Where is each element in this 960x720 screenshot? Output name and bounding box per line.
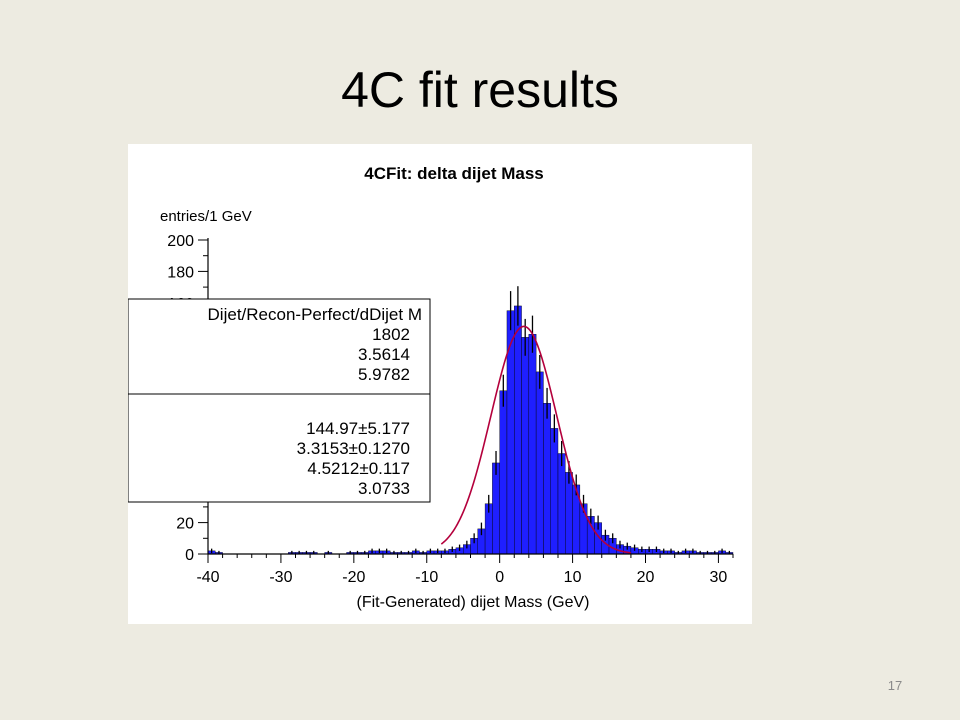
stats-box: Dijet/Recon-Perfect/dDijet M18023.56145.…	[128, 298, 431, 503]
stats-box-frame	[128, 298, 431, 503]
y-tick-label: 200	[167, 233, 194, 250]
histogram-figure: 4CFit: delta dijet Mass entries/1 GeV (F…	[128, 144, 752, 624]
histogram-bar	[543, 403, 551, 555]
stats-value: 1802	[372, 325, 410, 344]
histogram-bar	[492, 462, 500, 555]
plot-area	[207, 286, 734, 555]
x-tick-label: -20	[342, 569, 365, 586]
histogram-bar	[499, 390, 508, 555]
histogram-bar	[557, 453, 566, 555]
histogram-bar	[535, 371, 544, 555]
fit-parameter: 4.5212±0.117	[307, 459, 410, 478]
histogram-bar	[528, 333, 537, 555]
histogram-bar	[506, 310, 515, 555]
y-tick-label: 20	[176, 516, 194, 533]
stats-value: 5.9782	[358, 365, 410, 384]
page-number: 17	[887, 678, 903, 693]
x-tick-label: 30	[710, 569, 728, 586]
fit-parameter: 144.97±5.177	[306, 419, 410, 438]
stats-value: 3.5614	[358, 345, 410, 364]
x-tick-label: 0	[495, 569, 504, 586]
x-tick-label: 20	[637, 569, 655, 586]
stats-box-name: Dijet/Recon-Perfect/dDijet M	[208, 305, 422, 324]
chart-title: 4CFit: delta dijet Mass	[364, 164, 543, 183]
fit-parameter: 3.3153±0.1270	[297, 439, 410, 458]
fit-curve	[440, 325, 632, 554]
y-axis-label: entries/1 GeV	[160, 208, 252, 225]
histogram-chart: 4CFit: delta dijet Mass entries/1 GeV (F…	[128, 164, 734, 611]
histogram-bar	[565, 472, 573, 555]
x-axis-label: (Fit-Generated) dijet Mass (GeV)	[357, 594, 590, 611]
histogram-bar	[514, 305, 522, 555]
fit-parameter: 3.0733	[358, 479, 410, 498]
y-tick-label: 0	[185, 547, 194, 564]
x-tick-label: -30	[269, 569, 292, 586]
x-tick-label: -40	[196, 569, 219, 586]
y-tick-label: 180	[167, 264, 194, 281]
slide-title: 4C fit results	[341, 62, 619, 118]
x-tick-label: 10	[564, 569, 582, 586]
histogram-bar	[550, 428, 559, 555]
x-tick-label: -10	[415, 569, 438, 586]
histogram-bar	[521, 337, 530, 555]
